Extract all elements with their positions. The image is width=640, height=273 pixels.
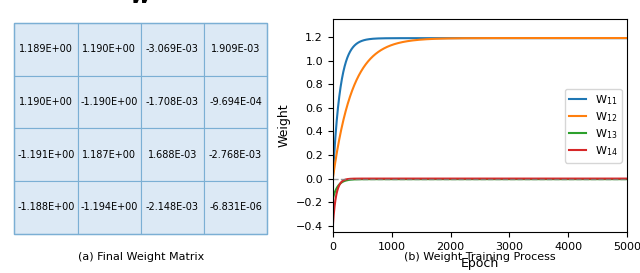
W$_{13}$ xyxy=(623,177,631,181)
Bar xyxy=(141,76,204,128)
W$_{11}$ xyxy=(602,37,610,40)
W$_{14}$ xyxy=(469,177,477,180)
Line: W$_{12}$: W$_{12}$ xyxy=(333,38,627,179)
Bar xyxy=(141,181,204,233)
W$_{12}$ xyxy=(604,36,612,40)
W$_{11}$ xyxy=(329,177,337,180)
Text: (b) Weight Training Process: (b) Weight Training Process xyxy=(404,252,556,262)
W$_{11}$ xyxy=(595,37,602,40)
Bar xyxy=(141,128,204,181)
Text: -9.694E-04: -9.694E-04 xyxy=(209,97,262,107)
Bar xyxy=(77,181,141,233)
Legend: W$_{11}$, W$_{12}$, W$_{13}$, W$_{14}$: W$_{11}$, W$_{12}$, W$_{13}$, W$_{14}$ xyxy=(564,88,621,163)
Line: W$_{11}$: W$_{11}$ xyxy=(333,38,627,179)
X-axis label: Epoch: Epoch xyxy=(461,257,499,270)
Bar xyxy=(15,23,77,76)
Line: W$_{13}$: W$_{13}$ xyxy=(333,179,627,199)
W$_{12}$ xyxy=(532,36,540,40)
W$_{14}$ xyxy=(387,177,394,180)
W$_{11}$ xyxy=(623,37,631,40)
Bar xyxy=(15,128,77,181)
Text: 1.909E-03: 1.909E-03 xyxy=(211,44,260,54)
W$_{13}$ xyxy=(602,177,610,181)
W$_{13}$ xyxy=(471,177,479,181)
W$_{14}$ xyxy=(604,177,612,180)
Y-axis label: Weight: Weight xyxy=(277,104,291,147)
W$_{13}$ xyxy=(604,177,612,181)
Bar xyxy=(77,76,141,128)
W$_{11}$ xyxy=(387,37,394,40)
W$_{12}$ xyxy=(329,177,337,180)
W$_{14}$ xyxy=(623,177,631,180)
W$_{14}$ xyxy=(471,177,479,180)
W$_{13}$ xyxy=(595,177,602,181)
Bar xyxy=(204,76,267,128)
W$_{11}$ xyxy=(600,37,608,40)
Text: -2.148E-03: -2.148E-03 xyxy=(146,202,199,212)
Text: 1.190E+00: 1.190E+00 xyxy=(83,44,136,54)
W$_{13}$ xyxy=(532,177,540,181)
Text: $\boldsymbol{W}$: $\boldsymbol{W}$ xyxy=(129,0,152,7)
W$_{12}$ xyxy=(387,44,394,47)
Text: 1.190E+00: 1.190E+00 xyxy=(19,97,73,107)
W$_{14}$ xyxy=(602,177,610,180)
Text: -2.768E-03: -2.768E-03 xyxy=(209,150,262,160)
Text: -6.831E-06: -6.831E-06 xyxy=(209,202,262,212)
Text: (a) Final Weight Matrix: (a) Final Weight Matrix xyxy=(77,252,204,262)
W$_{14}$ xyxy=(329,224,337,228)
W$_{13}$ xyxy=(329,197,337,201)
Text: -1.191E+00: -1.191E+00 xyxy=(17,150,75,160)
Text: -1.190E+00: -1.190E+00 xyxy=(81,97,138,107)
Line: W$_{14}$: W$_{14}$ xyxy=(333,179,627,226)
W$_{12}$ xyxy=(602,36,610,40)
Text: -3.069E-03: -3.069E-03 xyxy=(146,44,199,54)
Text: -1.188E+00: -1.188E+00 xyxy=(17,202,75,212)
Text: 1.189E+00: 1.189E+00 xyxy=(19,44,73,54)
W$_{13}$ xyxy=(531,177,539,181)
W$_{12}$ xyxy=(595,36,602,40)
W$_{14}$ xyxy=(595,177,602,180)
W$_{11}$ xyxy=(604,37,612,40)
Text: 1.187E+00: 1.187E+00 xyxy=(82,150,136,160)
W$_{12}$ xyxy=(623,36,631,40)
Bar xyxy=(204,181,267,233)
Bar xyxy=(204,128,267,181)
Bar xyxy=(204,23,267,76)
W$_{12}$ xyxy=(471,37,479,40)
Bar xyxy=(15,181,77,233)
Bar xyxy=(141,23,204,76)
Bar xyxy=(15,76,77,128)
Bar xyxy=(77,23,141,76)
Text: 1.688E-03: 1.688E-03 xyxy=(148,150,197,160)
Bar xyxy=(77,128,141,181)
Text: -1.708E-03: -1.708E-03 xyxy=(146,97,199,107)
W$_{11}$ xyxy=(471,37,479,40)
W$_{11}$ xyxy=(532,37,540,40)
W$_{13}$ xyxy=(387,177,394,181)
W$_{14}$ xyxy=(532,177,540,180)
Text: -1.194E+00: -1.194E+00 xyxy=(81,202,138,212)
